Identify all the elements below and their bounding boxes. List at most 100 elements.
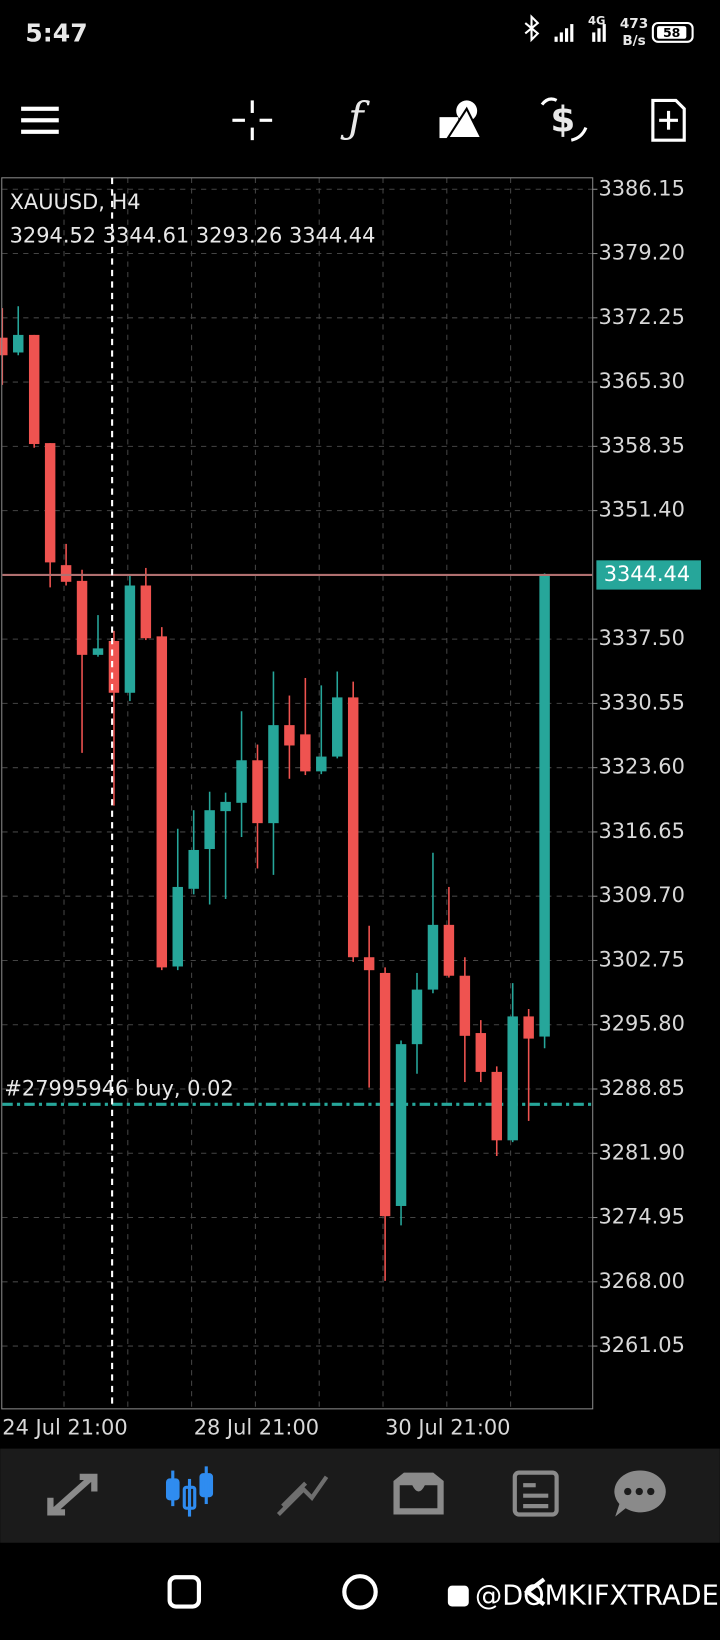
candle-body [92, 648, 104, 655]
battery-level [657, 26, 687, 39]
candle-body [60, 565, 72, 582]
new-order-button[interactable] [651, 98, 686, 142]
candle-body [13, 334, 24, 353]
y-tick-label: 3386.15 [598, 176, 684, 200]
home-button[interactable] [342, 1574, 378, 1610]
y-tick-label: 3330.55 [598, 690, 684, 714]
menu-line [21, 129, 59, 134]
y-tick-label: 3358.35 [598, 433, 684, 457]
y-tick-label: 3351.40 [598, 498, 684, 522]
watermark: @DOMKIFXTRADER [475, 1581, 720, 1612]
candle-body [172, 886, 183, 967]
recent-apps-button[interactable] [167, 1575, 202, 1609]
ohlc-low: 3293.26 [196, 223, 282, 247]
price-label-bg [596, 560, 701, 590]
y-tick-label: 3274.95 [598, 1205, 684, 1229]
crosshair-button[interactable] [232, 100, 273, 141]
indicators-button[interactable]: ƒ [340, 93, 370, 142]
network-speed-unit: B/s [622, 33, 645, 49]
news-icon [512, 1470, 559, 1517]
candle-body [268, 725, 279, 824]
network-speed: 473 [620, 16, 648, 32]
x-tick-label: 28 Jul 21:00 [194, 1416, 319, 1440]
status-icons [524, 14, 606, 43]
candle-body [76, 580, 88, 655]
candle-body [523, 1016, 534, 1039]
signal-bar [592, 32, 596, 42]
menu-button[interactable] [21, 106, 59, 134]
menu-line [21, 106, 59, 111]
position-label: #27995946 buy, 0.02 [4, 1077, 233, 1101]
y-tick-label: 3365.30 [598, 369, 684, 393]
y-tick-label: 3295.80 [598, 1012, 684, 1036]
candle-body [236, 760, 247, 803]
y-tick-label: 3302.75 [598, 947, 684, 971]
battery-text: 58 [663, 25, 680, 40]
y-tick-label: 3337.50 [598, 626, 684, 650]
trade-arrows [540, 97, 588, 142]
candle-body [140, 585, 152, 639]
candle-body [316, 756, 327, 772]
history-icon-inner [399, 1485, 438, 1509]
nav-trade[interactable] [276, 1475, 329, 1516]
candle-body [156, 636, 168, 968]
candle-body [204, 810, 215, 850]
nav-news[interactable] [512, 1470, 559, 1517]
x-tick-label: 30 Jul 21:00 [385, 1416, 510, 1440]
trade-nav-icon [276, 1475, 329, 1516]
nav-messages[interactable] [614, 1470, 666, 1517]
objects-button[interactable] [439, 100, 484, 140]
chart-title: XAUUSD, H4 [10, 190, 141, 214]
x-tick-label: 24 Jul 21:00 [2, 1416, 127, 1440]
candle-body [0, 337, 8, 356]
candle-body [395, 1044, 407, 1206]
candle-body [28, 334, 40, 445]
signal-bar [554, 36, 558, 42]
signal-bar [597, 28, 601, 42]
signal-bar [570, 24, 574, 42]
y-tick-label: 3268.00 [598, 1269, 684, 1293]
ohlc-high: 3344.61 [103, 223, 189, 247]
candle-body [443, 924, 455, 976]
candle-body [427, 924, 439, 990]
y-tick-label: 3323.60 [598, 755, 684, 779]
candle-body [459, 975, 471, 1036]
nav-history[interactable] [393, 1472, 444, 1515]
trade-button[interactable]: $ [540, 97, 588, 142]
dot [647, 1487, 655, 1496]
dot [624, 1487, 632, 1496]
menu-line [21, 118, 59, 123]
candle-body [220, 801, 231, 812]
signal-bar [559, 32, 563, 42]
y-tick-label: 3261.05 [598, 1333, 684, 1357]
status-time: 5:47 [25, 19, 87, 48]
signal-bar [565, 28, 569, 42]
candle-body [252, 760, 263, 824]
ohlc-close: 3344.44 [289, 223, 375, 247]
y-tick-label: 3379.20 [598, 241, 684, 265]
y-tick-label: 3281.90 [598, 1140, 684, 1164]
back-button[interactable] [523, 1577, 546, 1607]
ohlc-readout: 3294.52 3344.61 3293.26 3344.44 [10, 223, 376, 247]
y-tick-label: 3372.25 [598, 305, 684, 329]
object-triangle [445, 106, 484, 140]
candle-body [379, 972, 391, 1217]
candle-body [411, 989, 423, 1045]
candle-body [284, 725, 295, 746]
bluetooth-icon [524, 14, 540, 43]
candle-body [124, 585, 136, 693]
price-label: 3344.44 [604, 562, 690, 586]
dot [635, 1487, 643, 1496]
y-tick-label: 3316.65 [598, 819, 684, 843]
candle-body [300, 734, 311, 772]
signal-bar [602, 24, 606, 42]
nav-chart[interactable] [165, 1466, 214, 1517]
chart: #27995946 buy, 0.02 [0, 177, 598, 1409]
y-tick-label: 3288.85 [598, 1076, 684, 1100]
network-type: 4G [588, 13, 605, 27]
battery-outline [651, 21, 694, 43]
candle-body [347, 697, 359, 958]
quotes-icon [47, 1473, 98, 1516]
nav-quotes[interactable] [47, 1473, 98, 1516]
candle-body [44, 443, 56, 563]
